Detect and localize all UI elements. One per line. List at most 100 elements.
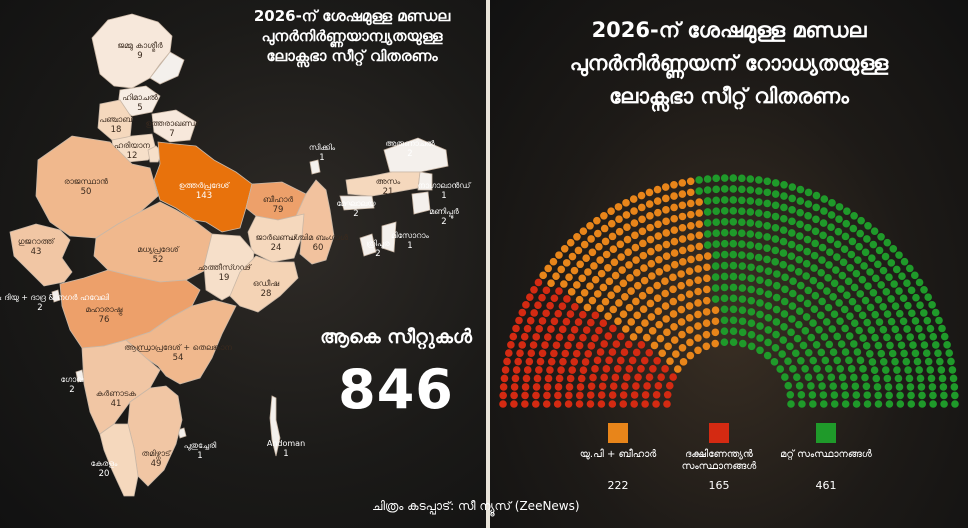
seat-dot-others [904,301,912,310]
seat-dot-others [756,334,764,342]
seat-dot-up-bihar [609,245,618,254]
seat-dot-others [720,294,729,303]
seat-dot-others [841,232,850,241]
seat-dot-others [834,227,843,236]
seat-dot-others [926,366,935,374]
seat-dot-south [544,374,553,383]
seat-dot-others [804,200,813,208]
seat-dot-others [874,391,883,400]
seat-dot-up-bihar [673,365,682,373]
seat-dot-others [729,338,738,346]
seat-dot-up-bihar [605,277,614,286]
seat-dot-up-bihar [597,269,606,278]
seat-dot-up-bihar [608,232,617,241]
seat-dot-up-bihar [645,286,654,295]
seat-dot-up-bihar [593,290,602,298]
seat-dot-others [756,322,764,330]
seat-dot-others [789,365,797,373]
seat-dot-others [809,319,817,327]
seat-dot-others [866,303,875,312]
seat-dot-others [917,333,926,341]
seat-dot-others [882,288,891,296]
seat-dot-others [720,228,729,237]
seat-dot-up-bihar [678,212,687,221]
legend-item-south: ദക്ഷിണേന്ത്യൻ സംസ്ഥാനങ്ങൾ 165 [654,423,784,492]
seat-dot-up-bihar [607,291,615,300]
seat-dot-others [820,400,828,408]
seat-dot-up-bihar [622,211,631,219]
seat-dot-others [764,267,773,275]
seat-dot-south [600,340,608,348]
seat-dot-south [565,383,574,391]
seat-dot-others [738,240,746,248]
seat-dot-others [871,274,880,283]
seat-dot-up-bihar [588,248,597,257]
seat-dot-others [879,266,888,275]
seat-dot-up-bihar [662,206,670,214]
seat-dot-south [620,382,629,390]
state-seats-mn: 2 [441,217,446,227]
seat-dot-up-bihar [654,220,662,229]
seat-dot-others [771,235,780,243]
seat-dot-up-bihar [584,268,592,276]
seat-dot-south [575,391,584,400]
seat-dot-others [906,333,915,341]
seat-dot-up-bihar [614,317,622,325]
seat-dot-up-bihar [703,252,712,260]
seat-dot-up-bihar [623,223,631,232]
seat-dot-others [937,366,946,374]
seat-dot-south [567,333,575,342]
seat-dot-others [779,260,788,269]
seat-dot-others [856,356,865,365]
seat-dot-up-bihar [547,279,555,287]
seat-dot-others [907,391,915,400]
seat-dot-south [568,366,577,374]
seat-dot-others [894,333,903,342]
seat-dot-others [826,235,835,244]
seat-dot-up-bihar [621,325,630,333]
seat-dot-others [863,391,872,399]
seat-dot-others [738,262,747,270]
seat-dot-south [554,383,563,391]
seat-dot-south [510,400,518,408]
state-name-jh: ജാർഖണ്ഡ് [256,233,298,242]
seat-dot-up-bihar [646,235,655,244]
seat-dot-south [512,366,521,374]
seat-dot-others [916,301,924,310]
seat-dot-others [788,217,796,226]
seat-dot-others [931,341,940,349]
seat-dot-south [516,349,524,357]
seat-dot-south [575,400,584,408]
seat-dot-others [788,183,797,191]
panel-divider [486,0,490,528]
seat-dot-others [771,190,780,198]
seat-dot-others [851,382,860,391]
seat-dot-south [665,381,674,390]
seat-dot-others [893,366,901,374]
seat-dot-others [950,383,959,391]
seat-dot-south [608,348,617,356]
seat-dot-up-bihar [633,311,642,320]
seat-dot-others [940,391,948,400]
seat-dot-others [729,217,738,226]
seat-dot-others [772,318,781,326]
legend-swatch-south [709,423,729,443]
seat-dot-others [861,373,869,382]
seat-dot-others [804,373,813,382]
state-shape-ladakh [149,51,185,85]
total-seats-label: ആകെ സീറ്റുകൾ [320,326,472,348]
state-shape-uk [151,109,197,143]
seat-dot-south [571,302,579,311]
seat-dot-others [848,297,857,306]
seat-dot-south [526,316,535,325]
seat-dot-others [820,333,829,341]
seat-dot-south [589,373,597,382]
seat-dot-others [812,191,821,200]
seat-dot-up-bihar [565,273,573,282]
seat-dot-others [835,203,844,211]
seat-dot-others [911,317,920,325]
seat-dot-up-bihar [648,272,656,280]
seat-dot-others [872,374,881,383]
seat-dot-others [712,240,720,248]
